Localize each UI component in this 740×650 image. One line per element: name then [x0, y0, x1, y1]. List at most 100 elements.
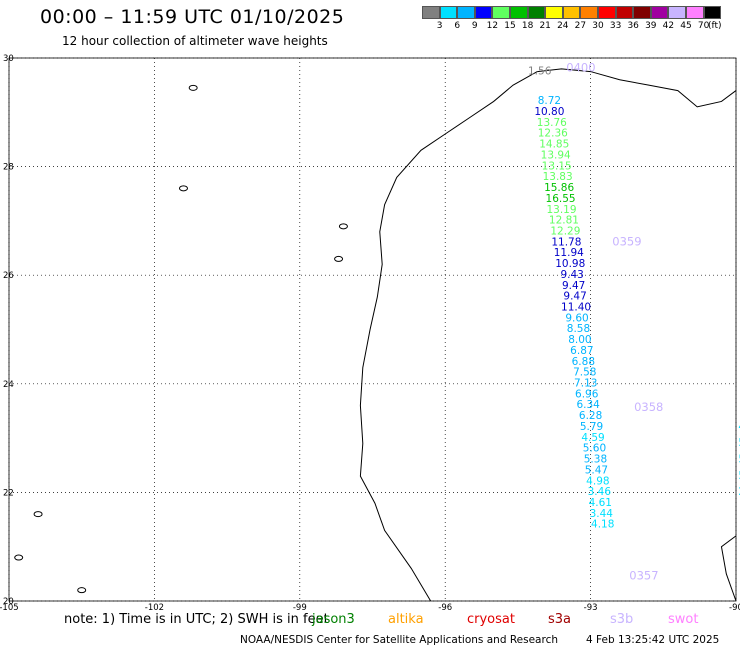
- color-swatch: [597, 6, 616, 19]
- wave-height-label: 12.36: [538, 128, 568, 140]
- color-swatch: [685, 6, 704, 19]
- legend-item-s3b: s3b: [610, 612, 634, 627]
- wave-height-label: 8.58: [567, 323, 590, 335]
- edge-wave-label: 2.: [738, 486, 740, 498]
- wave-height-label: 14.85: [539, 139, 569, 151]
- lat-tick-label: 20: [3, 597, 14, 607]
- wave-height-label: 16.55: [546, 193, 576, 205]
- wave-height-label: 7.58: [573, 367, 596, 379]
- color-scale-tick: 33: [609, 21, 622, 31]
- wave-height-label: 13.15: [542, 160, 572, 172]
- wave-height-label: 11.94: [554, 247, 584, 259]
- map-title: 00:00 – 11:59 UTC 01/10/2025: [40, 6, 345, 28]
- legend-item-swot: swot: [668, 612, 699, 627]
- wave-height-label: 3.46: [588, 486, 612, 498]
- wave-height-label: 10.98: [555, 258, 585, 270]
- color-scale-tick: 15: [504, 21, 516, 31]
- wave-height-label: 9.60: [565, 312, 588, 324]
- color-scale-tick: 42: [662, 21, 675, 31]
- axis-labels: 30 28 26 24 22 20-105 -102 -99 -96 -93 -90: [0, 54, 740, 613]
- color-swatch: [633, 6, 651, 19]
- lon-tick-label: -96: [438, 603, 452, 613]
- edge-wave-label: 5: [738, 454, 740, 466]
- wave-height-label: 13.76: [537, 117, 567, 129]
- color-scale-tick: 6: [454, 21, 461, 31]
- color-scale-tick: 21: [539, 21, 551, 31]
- color-scale-tick: 18: [521, 21, 534, 31]
- unit-label: (ft): [708, 21, 722, 31]
- map-subtitle: 12 hour collection of altimeter wave hei…: [62, 34, 328, 48]
- wave-height-label: 4.98: [586, 475, 609, 487]
- color-scale-tick: 39: [645, 21, 657, 31]
- wave-height-label: 13.83: [543, 171, 573, 183]
- legend-item-altika: altika: [388, 612, 424, 627]
- lat-tick-label: 24: [3, 380, 14, 390]
- lat-tick-label: 30: [3, 54, 14, 64]
- wave-height-label: 13.19: [546, 204, 576, 216]
- wave-height-label: 12.81: [549, 215, 579, 227]
- color-swatch: [527, 6, 546, 19]
- wave-height-label: 1.56: [528, 65, 552, 77]
- edge-wave-label: 4: [738, 421, 740, 433]
- lon-tick-label: -90: [729, 603, 740, 613]
- wave-height-label: 7.13: [574, 378, 597, 390]
- lake-outline: [334, 255, 344, 262]
- wave-height-label: 12.29: [550, 225, 580, 237]
- wave-height-label: 6.28: [579, 410, 602, 422]
- pass-time-label: 0400: [566, 61, 595, 75]
- wave-height-label: 9.47: [563, 291, 586, 303]
- edge-wave-label: 5: [738, 437, 740, 449]
- color-scale-tick: 36: [627, 21, 639, 31]
- wave-height-label: 5.79: [580, 421, 603, 433]
- edge-wave-label: 5: [738, 470, 740, 482]
- color-swatch: [562, 6, 581, 19]
- coastline: [14, 68, 737, 602]
- lon-tick-label: -99: [293, 603, 307, 613]
- wave-height-label: 6.34: [576, 399, 600, 411]
- color-swatch: [422, 6, 440, 19]
- lake-outline: [188, 84, 198, 91]
- lat-tick-label: 28: [3, 163, 14, 173]
- wave-height-label: 9.47: [562, 280, 585, 292]
- color-scale-tick: 45: [680, 21, 692, 31]
- note-text: note: 1) Time is in UTC; 2) SWH is in fe…: [64, 612, 329, 627]
- color-swatch: [474, 6, 493, 19]
- wave-height-label: 4.18: [591, 519, 614, 531]
- wave-height-label: 8.72: [538, 95, 561, 107]
- color-scale-tick: 24: [557, 21, 569, 31]
- lat-tick-label: 26: [3, 271, 14, 281]
- color-swatch: [439, 6, 458, 19]
- wave-height-label: 13.94: [541, 149, 571, 161]
- color-scale-tick: 30: [592, 21, 604, 31]
- wave-height-label: 9.43: [560, 269, 583, 281]
- lake-outline: [77, 587, 87, 594]
- color-swatch: [545, 6, 563, 19]
- coast-line-yucatan: [720, 535, 737, 602]
- legend-item-cryosat: cryosat: [467, 612, 515, 627]
- color-scale-tick: 3: [436, 21, 443, 31]
- lat-lon-grid: [8, 57, 737, 602]
- color-scale-bar: [422, 6, 722, 19]
- legend-item-s3a: s3a: [548, 612, 572, 627]
- wave-height-label: 8.00: [568, 334, 591, 346]
- wave-height-label: 11.78: [551, 236, 581, 248]
- altimeter-track: 1.568.7210.8013.7612.3614.8513.9413.1513…: [528, 61, 740, 583]
- lon-tick-label: -105: [0, 603, 19, 613]
- wave-height-label: 6.96: [575, 388, 599, 400]
- color-swatch: [580, 6, 598, 19]
- wave-height-label: 6.87: [570, 345, 593, 357]
- map-frame: [8, 57, 737, 602]
- color-swatch: [615, 6, 634, 19]
- wave-height-label: 6.88: [572, 356, 595, 368]
- wave-height-label: 11.40: [561, 301, 591, 313]
- wave-height-label: 5.38: [584, 454, 607, 466]
- lon-tick-label: -102: [145, 603, 164, 613]
- footer-timestamp: 4 Feb 13:25:42 UTC 2025: [586, 634, 720, 646]
- lake-outline: [14, 554, 24, 561]
- pass-time-label: 0359: [612, 234, 641, 248]
- lat-tick-label: 22: [3, 488, 14, 498]
- pass-time-label: 0357: [629, 568, 658, 582]
- color-scale-tick: 9: [471, 21, 478, 31]
- color-scale-tick: 12: [486, 21, 499, 31]
- color-swatch: [492, 6, 510, 19]
